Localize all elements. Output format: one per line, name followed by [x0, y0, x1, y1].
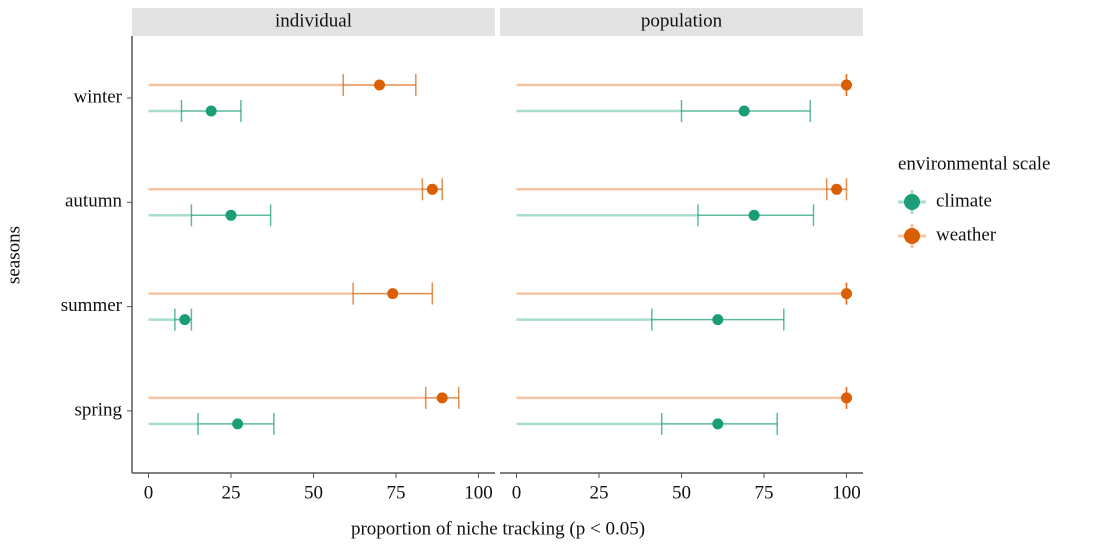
legend-label: climate [936, 190, 992, 211]
x-tick-label: 25 [222, 482, 241, 503]
point [179, 314, 191, 326]
x-tick-label: 75 [755, 482, 774, 503]
x-axis-title: proportion of niche tracking (p < 0.05) [351, 518, 645, 539]
point [374, 79, 385, 91]
point [841, 79, 852, 91]
x-tick-label: 100 [832, 482, 861, 503]
legend-key [904, 228, 920, 244]
point [738, 105, 750, 117]
x-tick-label: 50 [304, 482, 323, 503]
legend-label: weather [936, 224, 997, 245]
legend-key [904, 194, 920, 210]
x-tick-label: 25 [590, 482, 609, 503]
point [426, 183, 438, 195]
y-axis-title: seasons [3, 226, 24, 284]
point [841, 288, 852, 300]
facet-title: individual [275, 10, 352, 31]
point [232, 418, 244, 430]
point [841, 392, 852, 404]
point [225, 209, 237, 221]
x-tick-label: 0 [144, 482, 154, 503]
point [436, 392, 448, 404]
x-tick-label: 0 [512, 482, 522, 503]
point [712, 418, 724, 430]
facet-title: population [641, 10, 723, 31]
facet-strip [132, 8, 495, 36]
y-tick-label: winter [73, 86, 122, 107]
x-tick-label: 75 [387, 482, 406, 503]
facet-strip [500, 8, 863, 36]
point [831, 183, 843, 195]
y-tick-label: summer [61, 295, 123, 316]
point [205, 105, 217, 117]
x-tick-label: 100 [464, 482, 493, 503]
y-tick-label: autumn [65, 191, 122, 212]
x-tick-label: 50 [672, 482, 691, 503]
legend-title: environmental scale [898, 153, 1050, 174]
point [748, 209, 760, 221]
point [712, 314, 724, 326]
point [387, 288, 399, 300]
y-tick-label: spring [75, 399, 123, 420]
